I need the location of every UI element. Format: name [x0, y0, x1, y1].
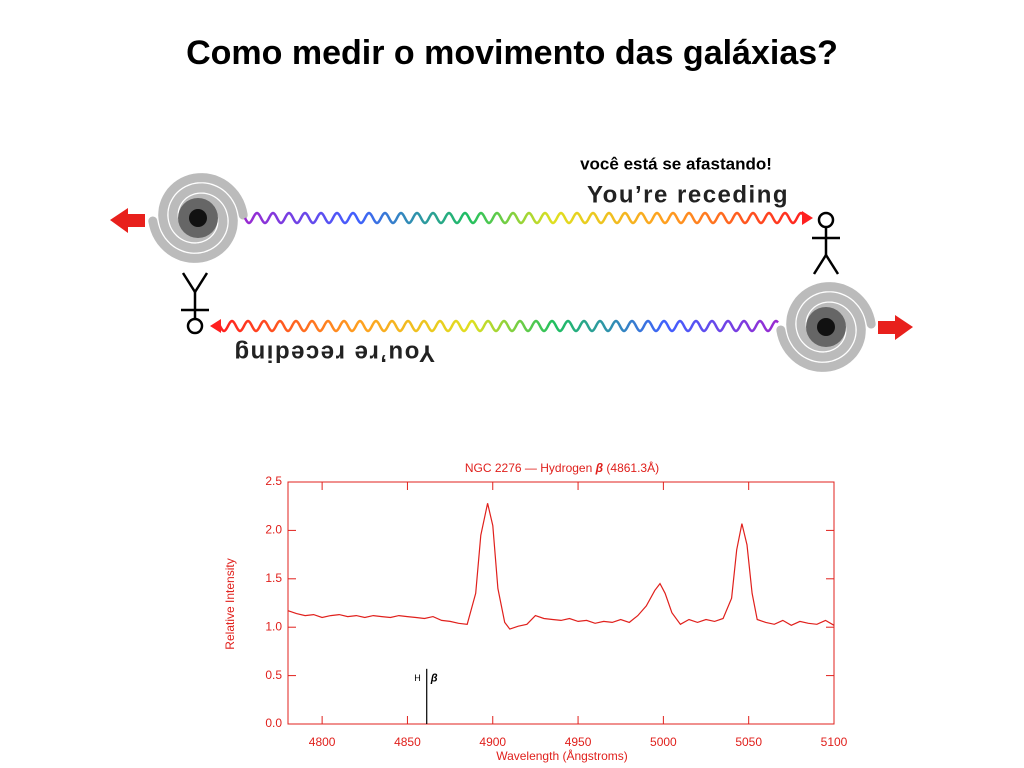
title-part: (4861.3Å): [603, 460, 659, 475]
title-part: β: [595, 461, 604, 475]
arrow: [110, 208, 145, 233]
chart: NGC 2276 — Hydrogen β (4861.3Å) Waveleng…: [223, 460, 847, 763]
x-tick-label: 5000: [650, 735, 677, 749]
light-wave: [218, 319, 779, 333]
chart-title: NGC 2276 — Hydrogen β (4861.3Å): [465, 460, 659, 475]
plot-frame: [287, 481, 835, 725]
y-tick-label: 0.0: [265, 716, 282, 730]
title-part: NGC 2276 — Hydrogen: [465, 461, 596, 475]
y-tick-label: 0.5: [265, 668, 282, 682]
spectrum-line: [287, 503, 835, 630]
y-axis-label: Relative Intensity: [223, 558, 237, 649]
person: [812, 211, 840, 275]
galaxy: [148, 173, 248, 263]
galaxy-core: [817, 318, 835, 336]
y-tick-label: 2.0: [265, 523, 282, 537]
annotation-label: H: [414, 673, 421, 683]
x-tick-label: 4850: [394, 735, 421, 749]
x-tick-label: 5050: [735, 735, 762, 749]
arrowhead: [210, 319, 221, 333]
bottom-label: You’re receding: [233, 340, 435, 367]
galaxy-core: [189, 209, 207, 227]
x-axis-label: Wavelength (Ångstroms): [496, 748, 628, 763]
caption: você está se afastando!: [580, 154, 772, 173]
y-tick-label: 2.5: [265, 474, 282, 488]
x-tick-label: 4800: [309, 735, 336, 749]
x-tick-label: 5100: [821, 735, 848, 749]
annotation-symbol: β: [430, 673, 438, 685]
arrow: [878, 315, 913, 340]
person-inverted: [181, 272, 209, 335]
x-tick-label: 4900: [479, 735, 506, 749]
top-label: You’re receding: [587, 181, 789, 208]
arrowhead: [802, 211, 813, 225]
x-tick-label: 4950: [565, 735, 592, 749]
galaxy: [776, 282, 876, 372]
diagram: [110, 173, 913, 372]
y-tick-label: 1.0: [265, 619, 282, 633]
light-wave: [243, 211, 807, 225]
slide-title: Como medir o movimento das galáxias?: [186, 34, 838, 72]
y-tick-label: 1.5: [265, 571, 282, 585]
